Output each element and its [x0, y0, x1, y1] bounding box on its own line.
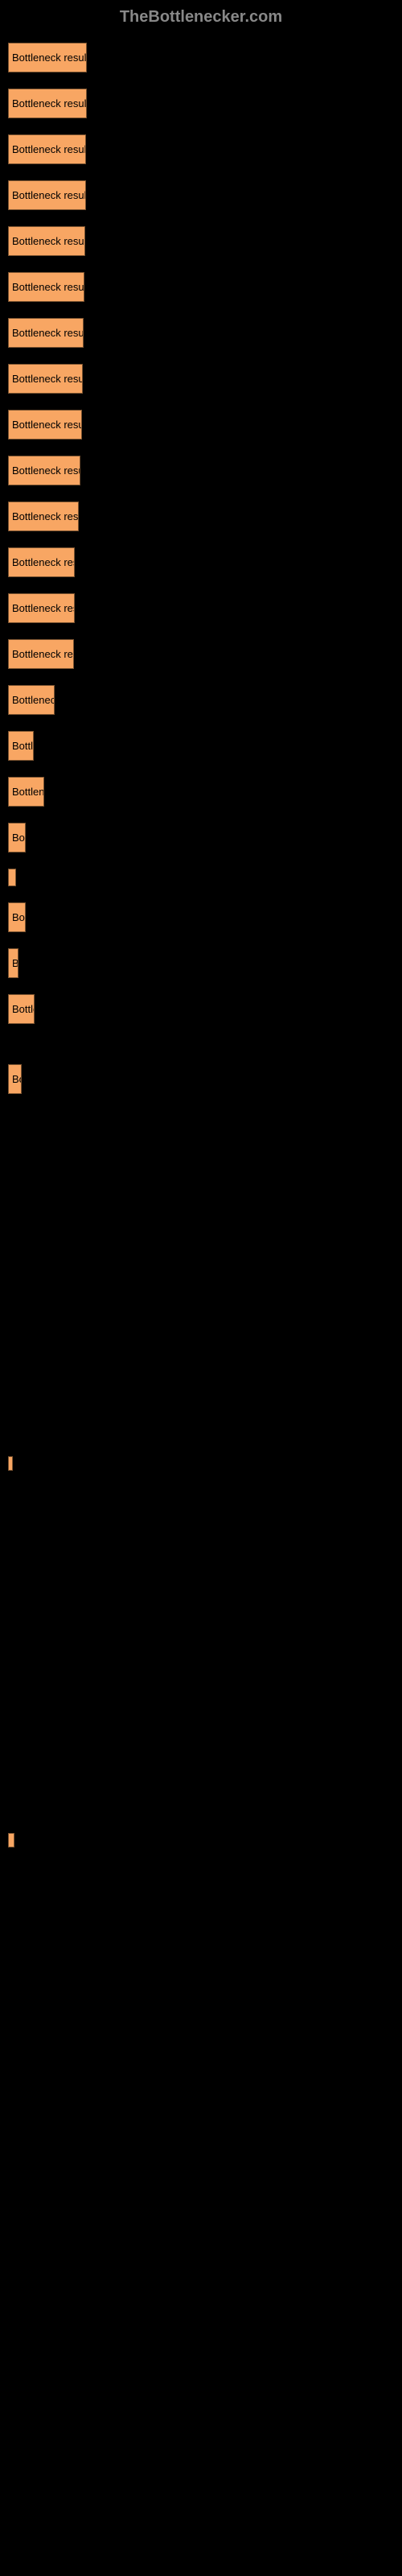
- bar-item: Bottleneck result: [8, 272, 394, 302]
- bar-item: Bot: [8, 823, 394, 852]
- bar-item: Bottleneck res: [8, 593, 394, 623]
- bar: Bottlene: [8, 777, 44, 807]
- bar-item: Bottle: [8, 731, 394, 761]
- bar-item: Bottleneck res: [8, 547, 394, 577]
- bar-label: Bot: [12, 911, 26, 923]
- bar-label: Bottleneck result: [12, 97, 87, 109]
- bar: Bottleneck resu: [8, 502, 79, 531]
- bar-label: Bottlene: [12, 786, 44, 798]
- bar-label: B: [12, 957, 18, 969]
- bar-label: Bottleneck result: [12, 464, 80, 477]
- bar-label: Bottleneck result: [12, 52, 87, 64]
- bar-item: Bottleneck result: [8, 43, 394, 72]
- bar-label: Bottleneck res: [12, 602, 75, 614]
- bar-label: Bo: [12, 1073, 22, 1085]
- bar-item: Bo: [8, 1064, 394, 1094]
- bar: Bot: [8, 823, 26, 852]
- bar: Bottleneck: [8, 685, 55, 715]
- bar-item: Bottleneck result: [8, 364, 394, 394]
- bar: Bottleneck result: [8, 272, 84, 302]
- bar-item: Bot: [8, 902, 394, 932]
- bar: Bottleneck result: [8, 134, 86, 164]
- bar-label: Bottle: [12, 1003, 35, 1015]
- bar-item: Bottleneck resu: [8, 502, 394, 531]
- bar-label: Bottle: [12, 740, 34, 752]
- bar: Bottleneck result: [8, 456, 80, 485]
- bar: Bottleneck result: [8, 43, 87, 72]
- bar: Bottleneck result: [8, 180, 86, 210]
- bar-item: Bottleneck result: [8, 318, 394, 348]
- bar: Bottleneck res: [8, 593, 75, 623]
- site-header: TheBottlenecker.com: [8, 8, 394, 27]
- bar-label: Bottleneck result: [12, 189, 86, 201]
- bar-item: Bottleneck result: [8, 180, 394, 210]
- bar-label: Bottleneck result: [12, 235, 85, 247]
- bar: B: [8, 948, 18, 978]
- bar-item: Bottleneck result: [8, 456, 394, 485]
- bar-label: Bottleneck result: [12, 143, 86, 155]
- bar-item: Bottleneck: [8, 685, 394, 715]
- bar: Bot: [8, 902, 26, 932]
- bar-item: [8, 1833, 394, 1847]
- bar-label: Bottleneck result: [12, 281, 84, 293]
- bar-label: Bottleneck result: [12, 419, 82, 431]
- bar-label: Bottleneck: [12, 694, 55, 706]
- bar: Bottleneck res: [8, 639, 74, 669]
- bar: [8, 1833, 14, 1847]
- bar: [8, 1456, 13, 1471]
- bar-label: Bottleneck res: [12, 648, 74, 660]
- bar: Bottleneck result: [8, 89, 87, 118]
- bar-item: [8, 869, 394, 886]
- bar-label: Bot: [12, 832, 26, 844]
- bar-item: Bottleneck res: [8, 639, 394, 669]
- bar-item: Bottleneck result: [8, 134, 394, 164]
- bar: Bottle: [8, 994, 35, 1024]
- bar: Bottleneck result: [8, 410, 82, 440]
- bar-item: [8, 1456, 394, 1471]
- bar: Bottle: [8, 731, 34, 761]
- bar: Bo: [8, 1064, 22, 1094]
- bar-item: Bottleneck result: [8, 410, 394, 440]
- chart-container: Bottleneck result Bottleneck result Bottle…: [8, 43, 394, 1847]
- bar-item: B: [8, 948, 394, 978]
- bar: Bottleneck result: [8, 364, 83, 394]
- bar-item: Bottlene: [8, 777, 394, 807]
- bar: Bottleneck res: [8, 547, 75, 577]
- bar: [8, 869, 16, 886]
- bar-item: Bottleneck result: [8, 89, 394, 118]
- bar-item: Bottle: [8, 994, 394, 1024]
- bar: Bottleneck result: [8, 226, 85, 256]
- bar-item: Bottleneck result: [8, 226, 394, 256]
- bar-label: Bottleneck resu: [12, 510, 79, 522]
- bar-label: Bottleneck res: [12, 556, 75, 568]
- bar: Bottleneck result: [8, 318, 84, 348]
- bar-label: Bottleneck result: [12, 327, 84, 339]
- bar-label: Bottleneck result: [12, 373, 83, 385]
